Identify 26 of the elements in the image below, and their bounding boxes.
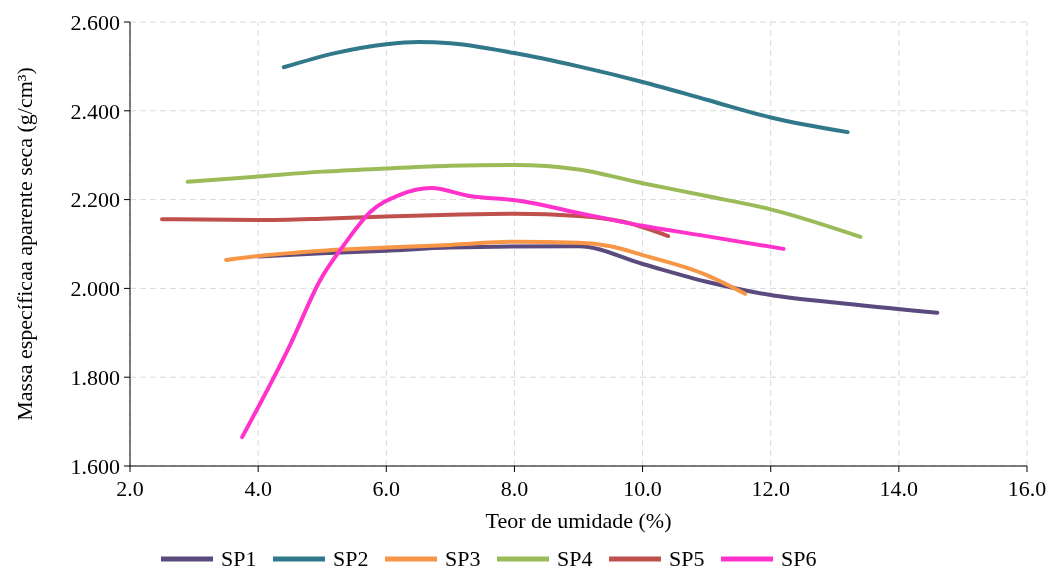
x-tick-label: 4.0 [244,476,272,501]
line-series [224,239,748,296]
y-tick-label: 2.000 [70,276,120,302]
legend-label: SP2 [333,546,369,571]
y-axis-title: Massa específicaa aparente seca (g/cm³) [12,67,37,421]
x-tick-label: 16.0 [1007,476,1047,501]
legend-label: SP4 [557,546,593,571]
y-tick-label: 2.600 [70,9,120,35]
legend-label: SP1 [221,546,257,571]
y-tick-label: 2.200 [70,187,120,213]
y-tick-label: 1.600 [70,453,120,479]
line-series [240,186,786,440]
y-tick-label: 2.400 [70,98,120,124]
line-series [281,39,850,135]
x-tick-label: 8.0 [500,476,529,501]
x-axis-title: Teor de umidade (%) [485,508,672,533]
x-tick-label: 12.0 [751,476,790,501]
legend-label: SP3 [445,546,481,571]
x-tick-label: 10.0 [623,476,662,501]
x-tick-label: 2.0 [116,476,144,501]
legend-label: SP5 [669,546,705,571]
legend-label: SP6 [781,546,817,571]
x-tick-label: 6.0 [372,476,401,501]
line-series [185,162,863,239]
x-tick-label: 14.0 [879,476,919,501]
y-tick-label: 1.800 [70,364,120,390]
